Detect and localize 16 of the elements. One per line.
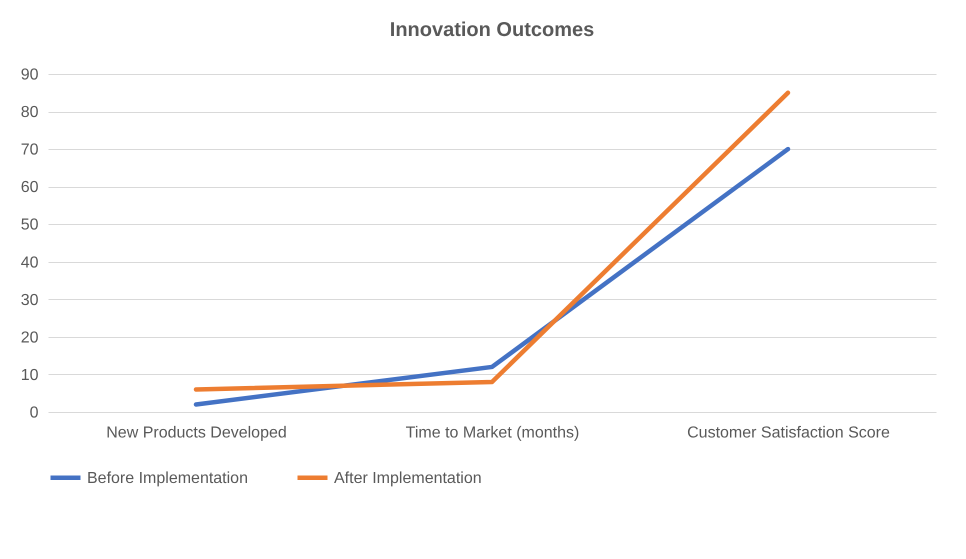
- y-tick-label: 80: [20, 104, 39, 122]
- y-tick-label: 50: [20, 216, 39, 234]
- y-tick-label: 70: [20, 142, 39, 159]
- y-tick-label: 60: [20, 179, 39, 196]
- x-tick-label: Customer Satisfaction Score: [687, 424, 890, 442]
- chart-title: Innovation Outcomes: [390, 19, 594, 41]
- y-tick-label: 30: [20, 292, 39, 309]
- legend-label: After Implementation: [334, 470, 482, 487]
- y-tick-label: 20: [20, 329, 39, 346]
- y-tick-label: 90: [20, 66, 39, 84]
- x-tick-label: New Products Developed: [106, 424, 287, 442]
- legend-label: Before Implementation: [87, 470, 248, 487]
- y-tick-label: 10: [20, 366, 39, 384]
- y-tick-label: 40: [20, 254, 39, 272]
- x-tick-label: Time to Market (months): [406, 424, 580, 442]
- y-tick-label: 0: [30, 404, 39, 422]
